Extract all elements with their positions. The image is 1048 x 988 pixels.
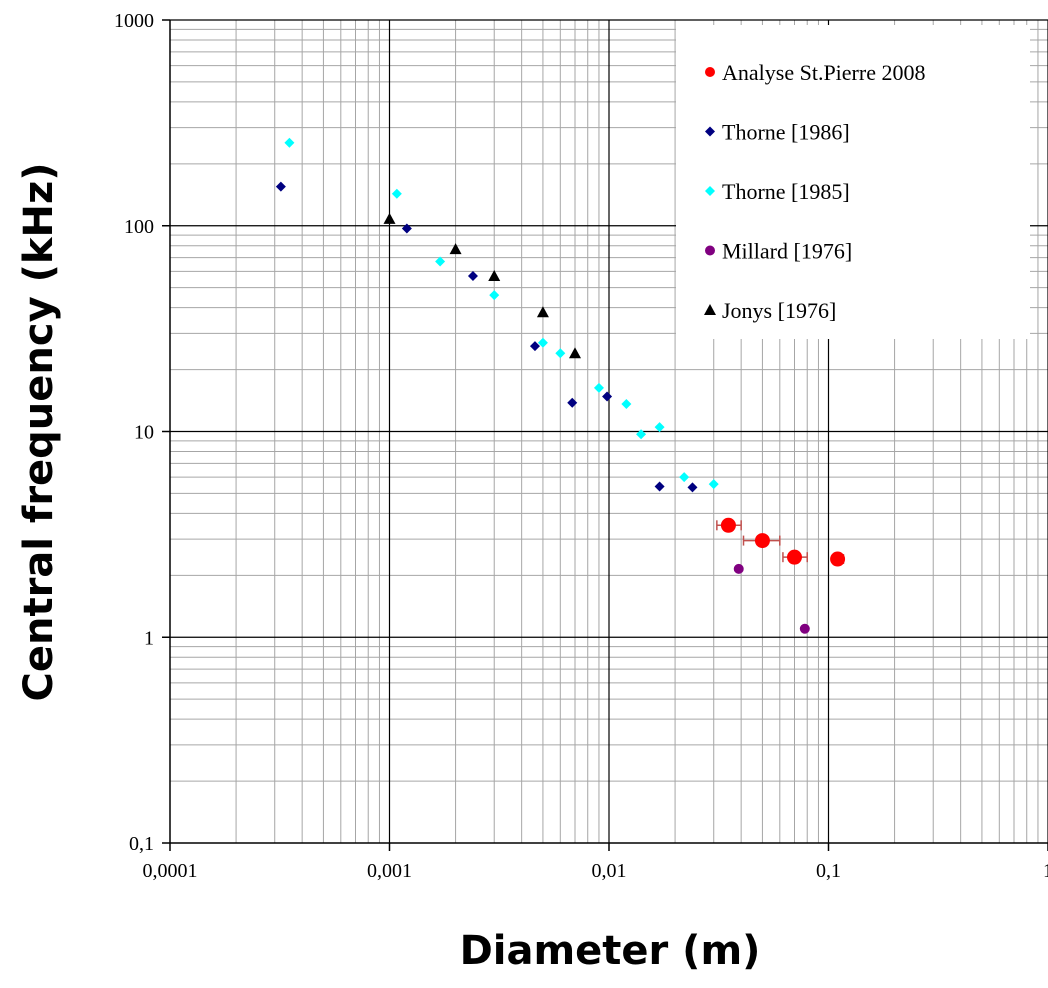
data-point <box>602 391 613 402</box>
x-tick-label: 0,0001 <box>143 860 198 882</box>
data-point <box>284 137 295 148</box>
axes <box>162 19 1048 851</box>
data-point <box>708 479 719 490</box>
data-point <box>593 382 604 393</box>
data-point <box>383 212 396 224</box>
data-point <box>754 533 770 549</box>
legend-marker <box>704 304 716 315</box>
data-point <box>654 481 665 492</box>
data-point <box>733 563 744 574</box>
legend-label: Millard [1976] <box>722 239 852 264</box>
series-millard-1976 <box>733 563 810 634</box>
legend-marker <box>705 245 715 256</box>
x-tick-label: 1 <box>1043 860 1048 882</box>
legend-marker <box>705 67 715 77</box>
legend-label: Thorne [1985] <box>722 179 850 204</box>
y-tick-label: 100 <box>124 216 154 238</box>
y-tick-label: 0,1 <box>129 833 154 855</box>
legend-box <box>676 25 1030 339</box>
data-points <box>275 137 846 634</box>
data-point <box>786 549 802 565</box>
data-point <box>435 256 446 267</box>
data-point <box>799 623 810 634</box>
series-thorne-1986 <box>275 181 698 493</box>
series-thorne-1985 <box>284 137 719 490</box>
data-point <box>401 223 412 234</box>
data-point <box>636 429 647 440</box>
data-point <box>449 243 462 255</box>
data-point <box>275 181 286 192</box>
data-point <box>568 347 581 359</box>
data-point <box>687 482 698 493</box>
data-point <box>467 270 478 281</box>
data-point <box>567 397 578 408</box>
legend-marker <box>705 186 715 196</box>
series-analyse-st-pierre-2008 <box>716 517 846 567</box>
x-tick-label: 0,001 <box>367 860 412 882</box>
x-tick-label: 0,1 <box>816 860 841 882</box>
x-tick-label: 0,01 <box>592 860 627 882</box>
legend-label: Jonys [1976] <box>722 298 836 323</box>
data-point <box>529 341 540 352</box>
legend-label: Thorne [1986] <box>722 120 850 145</box>
series-jonys-1976 <box>383 212 581 359</box>
data-point <box>720 517 736 533</box>
legend-marker <box>705 126 715 137</box>
data-point <box>489 290 500 301</box>
y-axis-title: Central frequency (kHz) <box>16 162 62 701</box>
data-point <box>830 551 846 567</box>
y-tick-label: 1 <box>144 627 154 649</box>
legend: Analyse St.Pierre 2008 Thorne [1986] Thorn… <box>676 25 1030 339</box>
data-point <box>654 422 665 433</box>
data-point <box>536 306 549 318</box>
data-point <box>391 188 402 199</box>
data-point <box>555 348 566 359</box>
y-tick-label: 1000 <box>114 10 154 32</box>
x-axis-title: Diameter (m) <box>460 928 761 974</box>
legend-label: Analyse St.Pierre 2008 <box>722 60 925 85</box>
y-tick-label: 10 <box>134 422 154 444</box>
data-point <box>537 337 548 348</box>
data-point <box>679 472 690 483</box>
data-point <box>621 399 632 410</box>
tick-labels: 0,1 1 10 100 1000 0,0001 0,001 0,01 0,1 1 <box>114 10 1048 882</box>
data-point <box>488 269 501 281</box>
